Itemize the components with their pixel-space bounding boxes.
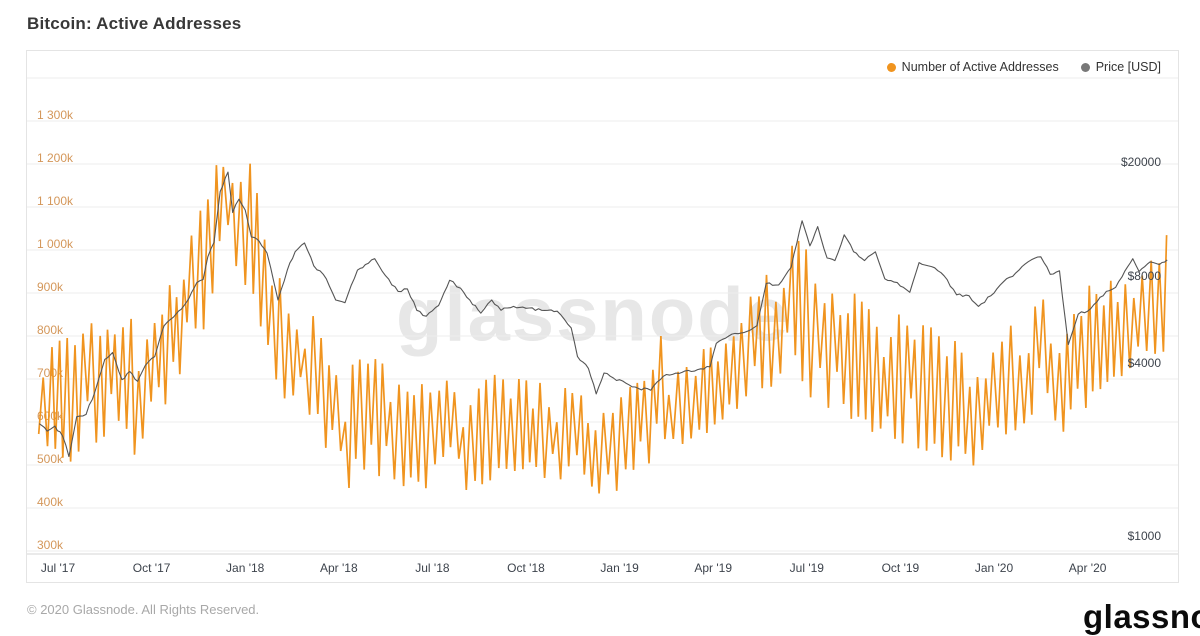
y-axis-left-label: 1 000k: [37, 237, 74, 251]
x-axis-label: Jan '20: [974, 561, 1014, 575]
x-axis-label: Apr '19: [694, 561, 733, 575]
y-axis-right-label: $1000: [1127, 529, 1161, 543]
y-axis-left-label: 1 100k: [37, 194, 74, 208]
legend-label: Number of Active Addresses: [901, 60, 1059, 74]
x-axis-label: Jul '18: [415, 561, 450, 575]
chart-panel: glassnode Number of Active Addresses Pri…: [26, 50, 1179, 583]
chart-plot[interactable]: [27, 51, 1178, 582]
page-title: Bitcoin: Active Addresses: [27, 14, 242, 34]
x-axis-label: Jan '18: [226, 561, 265, 575]
x-axis-label: Apr '20: [1068, 561, 1107, 575]
y-axis-left-label: 900k: [37, 280, 64, 294]
y-axis-left-label: 1 300k: [37, 108, 74, 122]
x-axis-label: Oct '17: [132, 561, 171, 575]
y-axis-left-label: 800k: [37, 323, 64, 337]
x-axis-label: Apr '18: [319, 561, 358, 575]
x-axis-label: Oct '18: [507, 561, 545, 575]
legend-label: Price [USD]: [1095, 60, 1161, 74]
y-axis-left-label: 400k: [37, 495, 64, 509]
y-axis-left-label: 500k: [37, 452, 64, 466]
legend-item-price[interactable]: Price [USD]: [1080, 60, 1161, 74]
y-axis-left-label: 1 200k: [37, 151, 74, 165]
glassnode-logo[interactable]: glassnode: [1083, 598, 1200, 635]
glassnode-watermark: glassnode: [396, 272, 790, 358]
x-axis-label: Oct '19: [881, 561, 920, 575]
legend-item-active-addresses[interactable]: Number of Active Addresses: [886, 60, 1059, 74]
y-axis-right-label: $8000: [1127, 269, 1161, 284]
x-axis-label: Jul '17: [40, 561, 76, 575]
active-addresses-dot-icon: [886, 62, 896, 72]
y-axis-right-label: $20000: [1120, 154, 1161, 169]
chart-legend: Number of Active Addresses Price [USD]: [886, 60, 1161, 74]
y-axis-left-label: 300k: [37, 538, 64, 552]
x-axis-label: Jul '19: [789, 561, 824, 575]
footer-copyright: © 2020 Glassnode. All Rights Reserved.: [27, 602, 260, 617]
y-axis-right-label: $4000: [1127, 355, 1161, 370]
price-dot-icon: [1080, 62, 1090, 72]
x-axis-label: Jan '19: [600, 561, 639, 575]
